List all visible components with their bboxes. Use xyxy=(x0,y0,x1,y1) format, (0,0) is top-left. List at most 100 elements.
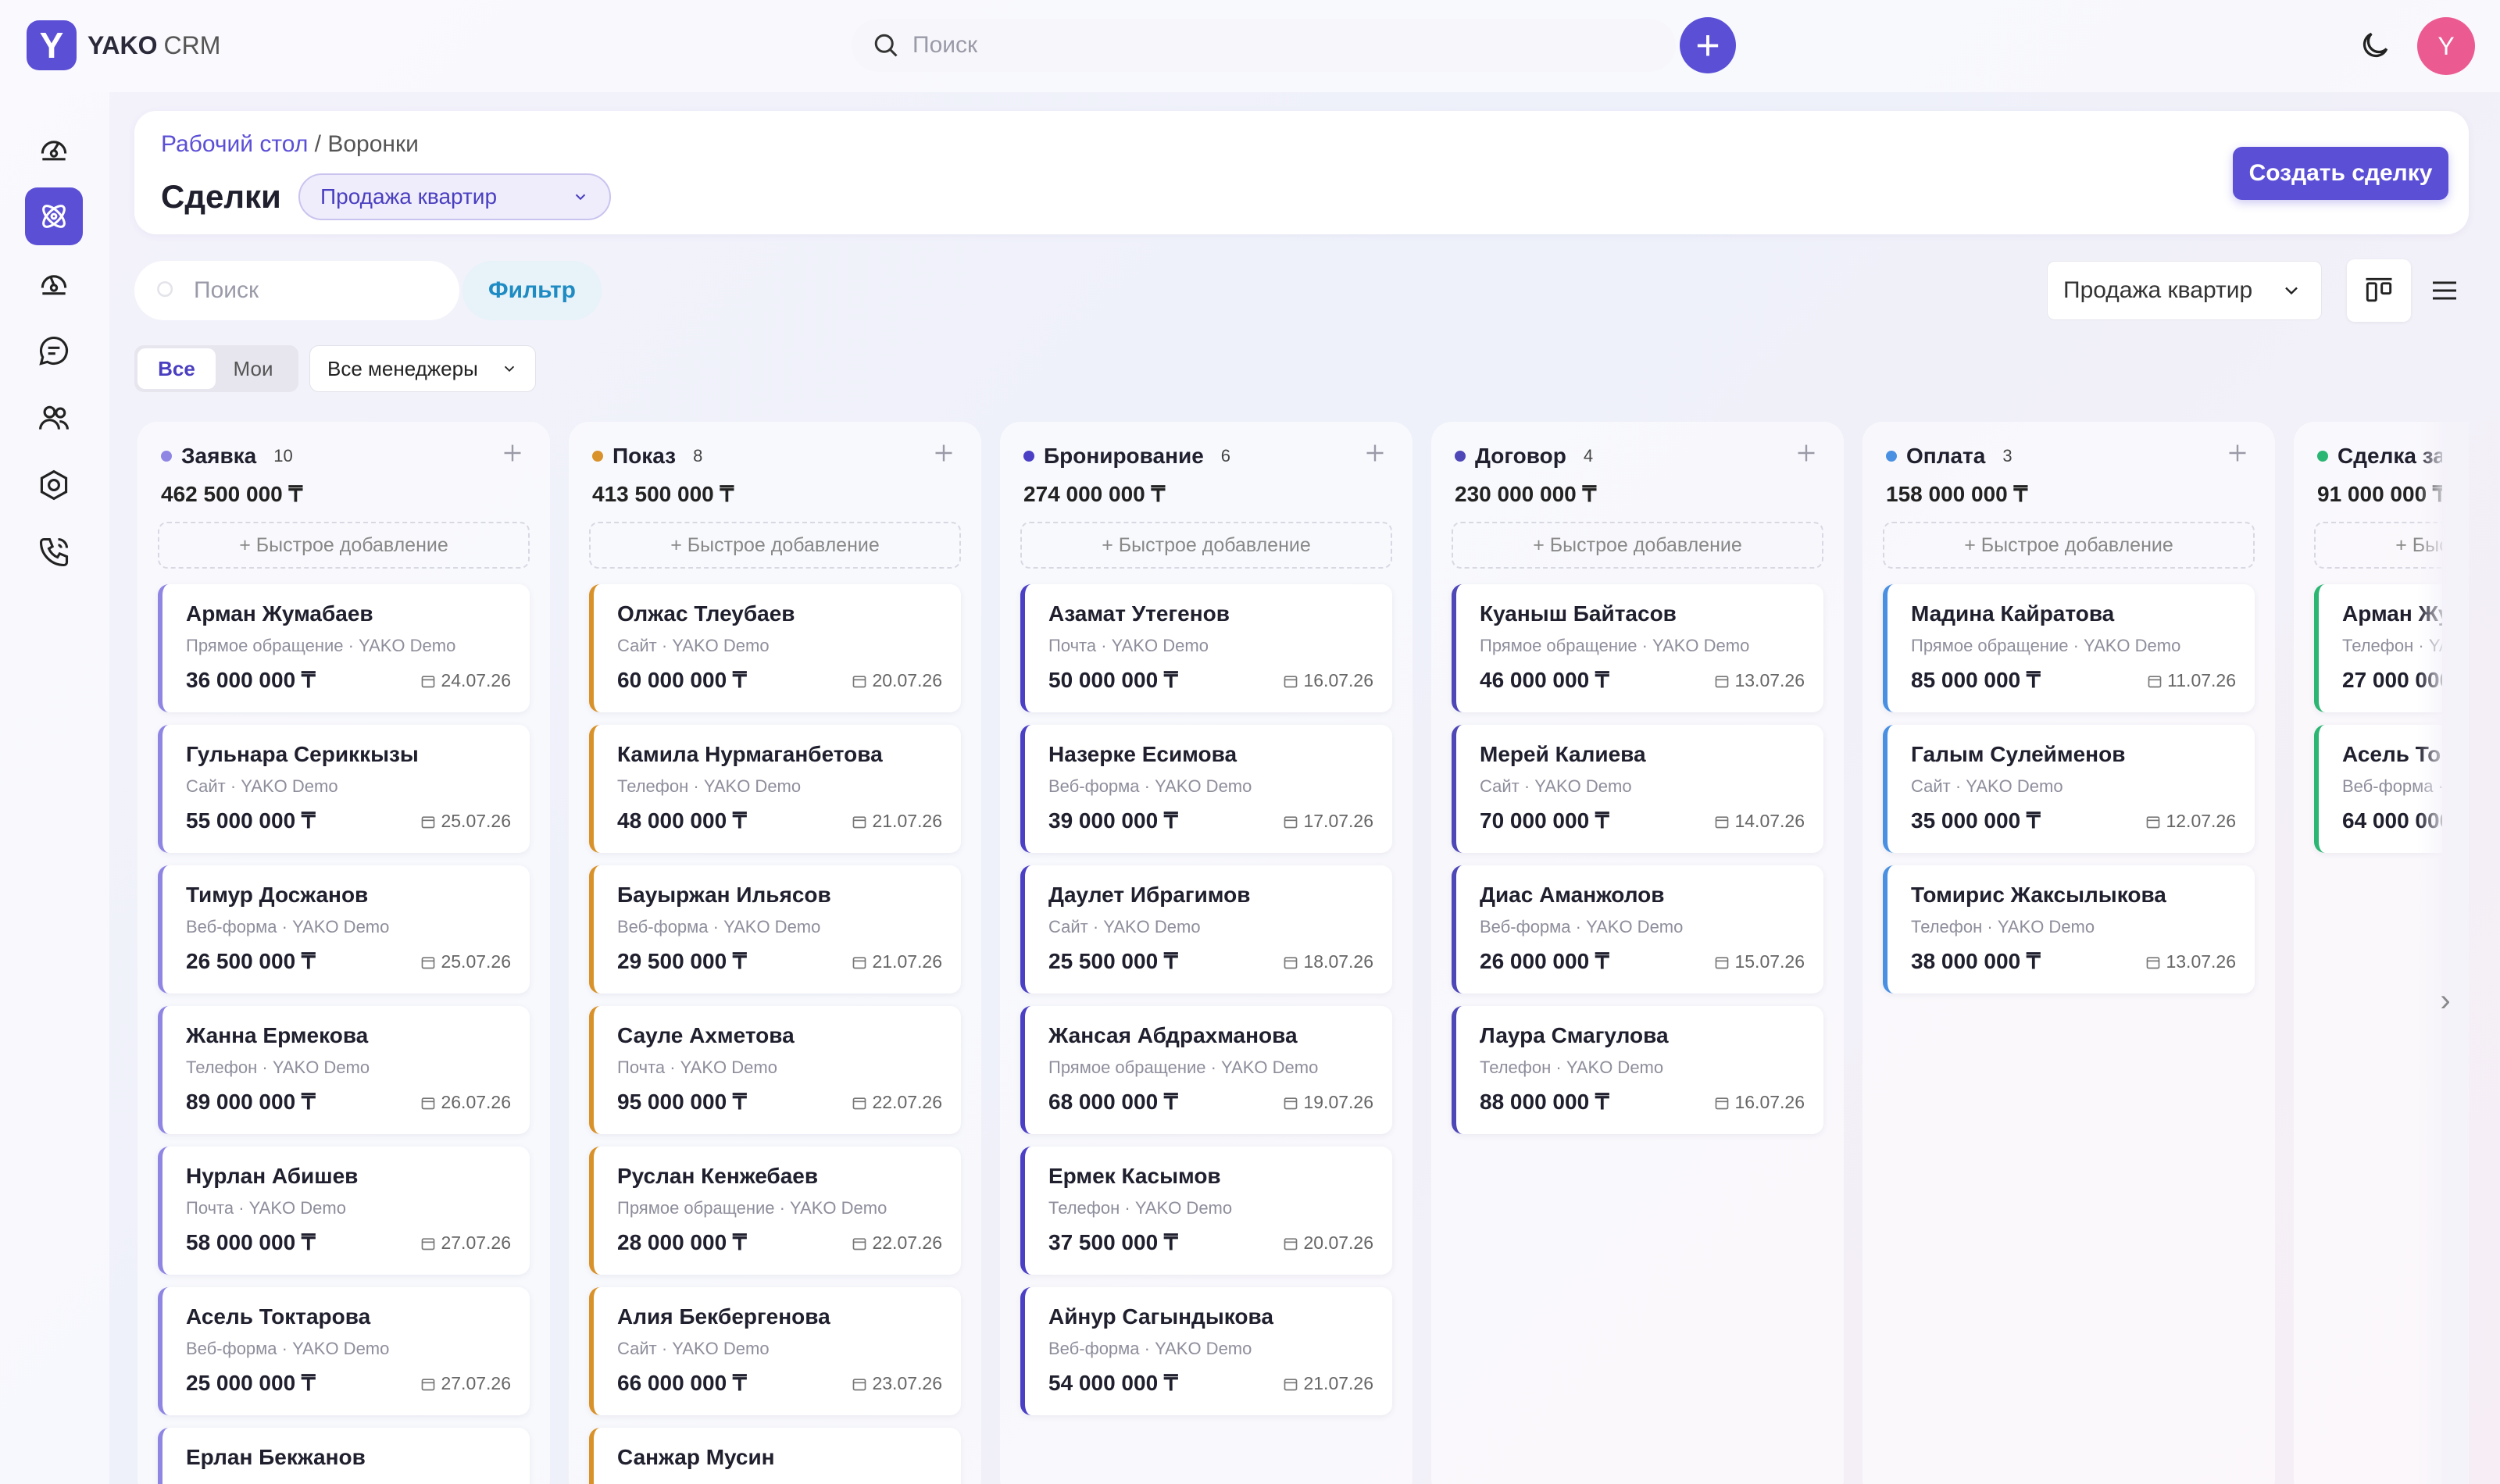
column-title: Показ xyxy=(612,444,677,468)
brand-name: YAKO CRM xyxy=(88,31,220,60)
breadcrumb-link-desktop[interactable]: Рабочий стол xyxy=(161,131,309,157)
deal-card[interactable]: Лаура Смагулова Телефон · YAKO Demo 88 000… xyxy=(1452,1006,1823,1134)
deal-source: Веб-форма · YAKO Demo xyxy=(1048,1339,1252,1358)
deal-card[interactable]: Сауле Ахметова Почта · YAKO Demo 95 000 00… xyxy=(589,1006,961,1134)
stage-color-dot xyxy=(592,451,603,462)
deal-amount: 58 000 000 ₸ xyxy=(186,1230,316,1254)
column-count: 8 xyxy=(693,446,703,466)
seg-all-button[interactable]: Все xyxy=(138,348,216,389)
managers-select[interactable]: Все менеджеры xyxy=(309,345,536,392)
top-bar: Y YAKO CRM + Y xyxy=(0,0,2500,92)
deal-card[interactable]: Руслан Кенжебаев Прямое обращение · YAKO … xyxy=(589,1147,961,1275)
brand-sub: CRM xyxy=(163,31,221,59)
deal-date: 23.07.26 xyxy=(852,1373,942,1394)
kanban-view-button[interactable] xyxy=(2347,259,2411,322)
sidebar-item-chat[interactable] xyxy=(25,322,83,380)
deal-card[interactable]: Мадина Кайратова Прямое обращение · YAKO … xyxy=(1883,584,2255,712)
deal-date-value: 16.07.26 xyxy=(1734,1092,1805,1112)
sidebar-item-dashboard[interactable] xyxy=(25,120,83,178)
deal-card[interactable]: Арман Жумабаев Прямое обращение · YAKO De… xyxy=(158,584,530,712)
user-avatar[interactable]: Y xyxy=(2417,17,2475,75)
chevron-down-icon xyxy=(2285,287,2298,295)
deal-date-value: 25.07.26 xyxy=(441,811,511,831)
deal-client-name: Лаура Смагулова xyxy=(1480,1023,1669,1047)
sidebar-item-deals[interactable] xyxy=(25,187,83,245)
deal-source: Прямое обращение · YAKO Demo xyxy=(1911,636,2181,655)
deal-amount: 39 000 000 ₸ xyxy=(1048,808,1178,833)
deal-date-value: 27.07.26 xyxy=(441,1373,511,1393)
deal-card[interactable]: Бауыржан Ильясов Веб-форма · YAKO Demo 29 … xyxy=(589,865,961,993)
deal-card[interactable]: Айнур Сагындыкова Веб-форма · YAKO Demo 54… xyxy=(1020,1287,1392,1415)
deal-card[interactable]: Гульнара Сериккызы Сайт · YAKO Demo 55 000… xyxy=(158,725,530,853)
quick-add-button[interactable]: + Быстрое добавление xyxy=(158,522,530,569)
deal-source: Веб-форма · YAKO Demo xyxy=(1048,776,1252,796)
quick-add-button[interactable]: + Быстрое добавление xyxy=(1020,522,1392,569)
sidebar-item-analytics[interactable] xyxy=(25,255,83,312)
deal-date: 13.07.26 xyxy=(2145,951,2236,972)
create-deal-button[interactable]: Создать сделку xyxy=(2233,147,2448,200)
deal-card[interactable]: Ермек Касымов Телефон · YAKO Demo 37 500 0… xyxy=(1020,1147,1392,1275)
sidebar-item-contacts[interactable] xyxy=(25,389,83,447)
deal-client-name: Айнур Сагындыкова xyxy=(1048,1304,1273,1329)
filter-button[interactable]: Фильтр xyxy=(462,261,602,320)
deal-card[interactable]: Асель Токтарова Веб-форма · YAKO Demo 25 0… xyxy=(158,1287,530,1415)
deal-card[interactable]: Назерке Есимова Веб-форма · YAKO Demo 39 0… xyxy=(1020,725,1392,853)
deal-date-value: 21.07.26 xyxy=(1303,1373,1373,1393)
pipeline-select[interactable]: Продажа квартир xyxy=(298,173,611,220)
global-search-input[interactable] xyxy=(912,32,1538,59)
deal-date: 25.07.26 xyxy=(420,951,511,972)
stage-color-dot xyxy=(1023,451,1034,462)
deal-card[interactable]: Санжар Мусин xyxy=(589,1428,961,1484)
deal-card[interactable]: Камила Нурмаганбетова Телефон · YAKO Demo… xyxy=(589,725,961,853)
deal-card[interactable]: Галым Сулейменов Сайт · YAKO Demo 35 000 0… xyxy=(1883,725,2255,853)
column-add-icon[interactable] xyxy=(498,439,527,467)
deal-date: 19.07.26 xyxy=(1283,1092,1373,1113)
search-icon xyxy=(874,34,898,57)
deal-source: Почта · YAKO Demo xyxy=(186,1198,346,1218)
stage-color-dot xyxy=(161,451,172,462)
quick-add-button[interactable]: + Быстрое добавление xyxy=(1452,522,1823,569)
deal-client-name: Асель Токтарова xyxy=(186,1304,371,1329)
deal-card[interactable]: Азамат Утегенов Почта · YAKO Demo 50 000 0… xyxy=(1020,584,1392,712)
app-logo[interactable]: Y xyxy=(27,20,77,70)
calendar-icon xyxy=(1284,956,1298,969)
column-add-icon[interactable] xyxy=(2223,439,2252,467)
quick-add-button[interactable]: + Быстрое добавление xyxy=(589,522,961,569)
deal-amount: 89 000 000 ₸ xyxy=(186,1090,316,1114)
sidebar-item-settings[interactable] xyxy=(25,456,83,514)
deal-card[interactable]: Куаныш Байтасов Прямое обращение · YAKO D… xyxy=(1452,584,1823,712)
theme-toggle[interactable] xyxy=(2353,23,2397,67)
deal-amount: 26 000 000 ₸ xyxy=(1480,949,1609,973)
global-add-button[interactable]: + xyxy=(1680,17,1736,73)
deal-card[interactable]: Даулет Ибрагимов Сайт · YAKO Demo 25 500 0… xyxy=(1020,865,1392,993)
deal-card[interactable]: Жанна Ермекова Телефон · YAKO Demo 89 000 … xyxy=(158,1006,530,1134)
deal-amount: 36 000 000 ₸ xyxy=(186,668,316,692)
deal-card[interactable]: Жансая Абдрахманова Прямое обращение · YA… xyxy=(1020,1006,1392,1134)
deal-client-name: Куаныш Байтасов xyxy=(1480,601,1677,626)
deal-card[interactable]: Алия Бекбергенова Сайт · YAKO Demo 66 000 … xyxy=(589,1287,961,1415)
deal-card[interactable]: Ерлан Бекжанов xyxy=(158,1428,530,1484)
scroll-right-arrow[interactable]: › xyxy=(2440,983,2451,1018)
view-pipeline-select[interactable]: Продажа квартир xyxy=(2047,261,2322,320)
column-add-icon[interactable] xyxy=(1361,439,1389,467)
deal-date: 20.07.26 xyxy=(852,670,942,691)
deal-card[interactable]: Олжас Тлеубаев Сайт · YAKO Demo 60 000 000… xyxy=(589,584,961,712)
deal-card[interactable]: Тимур Досжанов Веб-форма · YAKO Demo 26 50… xyxy=(158,865,530,993)
column-add-icon[interactable] xyxy=(1792,439,1820,467)
quick-add-button[interactable]: + Быстрое добавление xyxy=(1883,522,2255,569)
seg-mine-button[interactable]: Мои xyxy=(233,356,273,380)
deal-card[interactable]: Томирис Жаксылыкова Телефон · YAKO Demo 38… xyxy=(1883,865,2255,993)
deal-card[interactable]: Мерей Калиева Сайт · YAKO Demo 70 000 000 … xyxy=(1452,725,1823,853)
board-search-input[interactable] xyxy=(194,277,428,304)
sidebar-item-calls[interactable] xyxy=(25,523,83,581)
deal-amount: 38 000 000 ₸ xyxy=(1911,949,2041,973)
deal-card[interactable]: Диас Аманжолов Веб-форма · YAKO Demo 26 00… xyxy=(1452,865,1823,993)
deal-amount: 48 000 000 ₸ xyxy=(617,808,747,833)
column-sum: 274 000 000 ₸ xyxy=(1023,482,1166,506)
column-count: 10 xyxy=(273,446,293,466)
calendar-icon xyxy=(1284,1378,1298,1390)
deals-icon xyxy=(42,205,66,228)
column-add-icon[interactable] xyxy=(930,439,958,467)
deal-card[interactable]: Нурлан Абишев Почта · YAKO Demo 58 000 000… xyxy=(158,1147,530,1275)
list-view-button[interactable] xyxy=(2420,267,2469,314)
